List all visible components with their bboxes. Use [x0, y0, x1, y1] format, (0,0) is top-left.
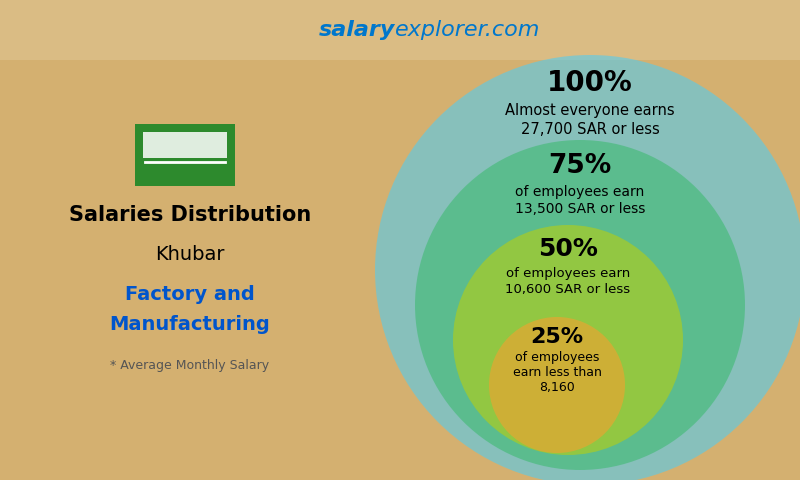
Text: Khubar: Khubar	[155, 245, 225, 264]
Text: explorer.com: explorer.com	[395, 20, 540, 40]
Text: 8,160: 8,160	[539, 381, 575, 394]
Text: Manufacturing: Manufacturing	[110, 315, 270, 335]
Text: 10,600 SAR or less: 10,600 SAR or less	[506, 283, 630, 296]
Text: salary: salary	[318, 20, 395, 40]
Text: 75%: 75%	[548, 153, 612, 179]
Text: * Average Monthly Salary: * Average Monthly Salary	[110, 359, 270, 372]
Text: earn less than: earn less than	[513, 365, 602, 379]
Ellipse shape	[375, 55, 800, 480]
Ellipse shape	[415, 140, 745, 470]
Text: of employees: of employees	[515, 350, 599, 363]
Text: Salaries Distribution: Salaries Distribution	[69, 205, 311, 225]
Ellipse shape	[453, 225, 683, 455]
Ellipse shape	[489, 317, 625, 453]
Text: of employees earn: of employees earn	[515, 185, 645, 199]
Text: Factory and: Factory and	[125, 286, 255, 304]
Text: 100%: 100%	[547, 69, 633, 97]
Text: 27,700 SAR or less: 27,700 SAR or less	[521, 122, 659, 137]
Text: 50%: 50%	[538, 237, 598, 261]
Text: of employees earn: of employees earn	[506, 266, 630, 279]
Text: 13,500 SAR or less: 13,500 SAR or less	[515, 202, 645, 216]
Bar	[135, 124, 235, 186]
Text: Almost everyone earns: Almost everyone earns	[505, 104, 675, 119]
Text: 25%: 25%	[530, 327, 583, 347]
Bar	[0, 0, 800, 60]
Bar	[143, 132, 227, 158]
